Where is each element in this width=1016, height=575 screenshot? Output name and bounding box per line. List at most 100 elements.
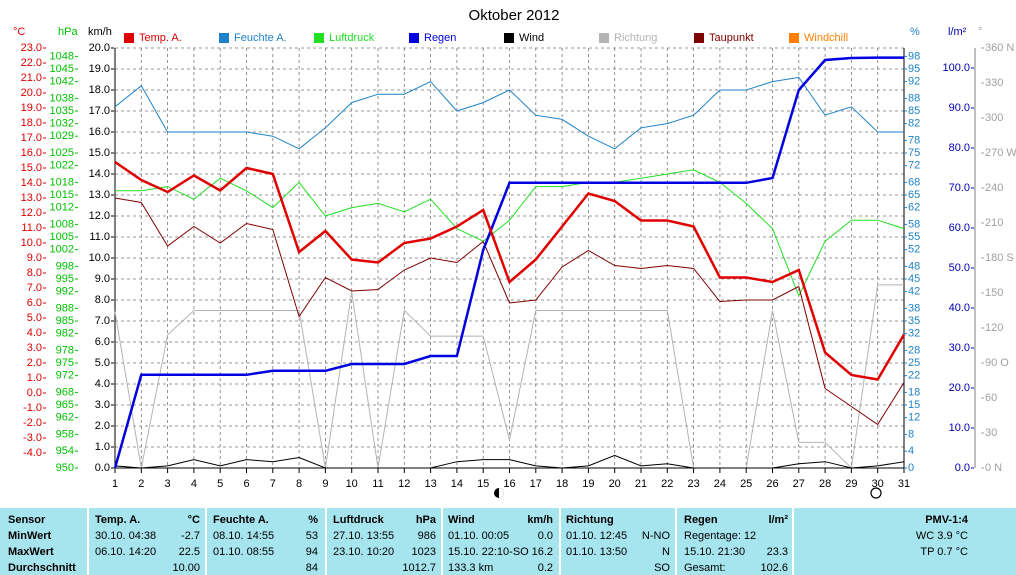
x-tick-label: 13 bbox=[424, 478, 436, 490]
cell: 10.00 bbox=[172, 562, 200, 574]
y-tick-label: 0.0 bbox=[95, 462, 110, 474]
y-tick-label: 968 bbox=[56, 386, 74, 398]
x-tick-label: 30 bbox=[872, 478, 884, 490]
x-tick-label: 29 bbox=[845, 478, 857, 490]
cell: 01.10. 13:50 bbox=[566, 546, 627, 558]
x-tick-label: 24 bbox=[714, 478, 726, 490]
y-tick-label: 3.0 bbox=[27, 342, 42, 354]
y-tick-label: 962 bbox=[56, 412, 74, 424]
y-tick-label: 954 bbox=[56, 445, 74, 457]
y-tick-label: 92 bbox=[908, 76, 920, 88]
y-tick-label: 982 bbox=[56, 328, 74, 340]
y-tick-label: 48 bbox=[908, 260, 920, 272]
y-tick-label: -3.0 bbox=[23, 432, 42, 444]
axis-unit: °C bbox=[13, 26, 25, 38]
cell: 15.10. 21:30 bbox=[684, 546, 745, 558]
x-tick-label: 17 bbox=[530, 478, 542, 490]
x-tick-label: 5 bbox=[217, 478, 223, 490]
y-tick-label: -1.0 bbox=[23, 402, 42, 414]
y-tick-label: 1045 bbox=[50, 63, 74, 75]
x-tick-label: 11 bbox=[372, 478, 383, 490]
y-tick-label: 270 W bbox=[985, 147, 1016, 159]
column-unit: °C bbox=[188, 514, 200, 526]
y-tick-label: 28 bbox=[908, 344, 920, 356]
y-tick-label: 2.0 bbox=[95, 420, 110, 432]
y-tick-label: 1022 bbox=[50, 160, 74, 172]
row-label: Durchschnitt bbox=[8, 562, 76, 574]
chart-title: Oktober 2012 bbox=[469, 7, 560, 24]
y-tick-label: 12.0 bbox=[21, 207, 42, 219]
column-header: Richtung bbox=[566, 514, 614, 526]
axis-unit: % bbox=[910, 26, 920, 38]
x-tick-label: 4 bbox=[191, 478, 197, 490]
x-tick-label: 25 bbox=[740, 478, 752, 490]
y-tick-label: 4.0 bbox=[27, 327, 42, 339]
cell: Gesamt: bbox=[684, 562, 726, 574]
y-tick-label: 988 bbox=[56, 302, 74, 314]
y-tick-label: 72 bbox=[908, 160, 920, 172]
x-tick-label: 12 bbox=[398, 478, 410, 490]
x-tick-label: 23 bbox=[687, 478, 699, 490]
y-tick-label: 985 bbox=[56, 315, 74, 327]
y-tick-label: 1025 bbox=[50, 147, 74, 159]
y-tick-label: -2.0 bbox=[23, 417, 42, 429]
y-tick-label: 19.0 bbox=[89, 63, 110, 75]
column-unit: % bbox=[308, 514, 318, 526]
x-tick-label: 10 bbox=[346, 478, 358, 490]
y-tick-label: 14.0 bbox=[21, 177, 42, 189]
x-tick-label: 18 bbox=[556, 478, 568, 490]
y-tick-label: 19.0 bbox=[21, 102, 42, 114]
y-tick-label: 18.0 bbox=[21, 117, 42, 129]
x-tick-label: 6 bbox=[243, 478, 249, 490]
row-label: MinWert bbox=[8, 530, 52, 542]
y-tick-label: 1018 bbox=[50, 176, 74, 188]
y-tick-label: 10.0 bbox=[89, 252, 110, 264]
y-tick-label: 50.0 bbox=[949, 262, 970, 274]
axis-unit: ° bbox=[978, 26, 982, 38]
y-tick-label: 17.0 bbox=[21, 132, 42, 144]
x-tick-label: 14 bbox=[451, 478, 463, 490]
column-header: Luftdruck bbox=[333, 514, 385, 526]
cell: 84 bbox=[306, 562, 318, 574]
legend-label: Regen bbox=[424, 32, 456, 44]
y-tick-label: 995 bbox=[56, 273, 74, 285]
y-tick-label: 240 bbox=[985, 182, 1003, 194]
y-tick-label: 150 bbox=[985, 287, 1003, 299]
y-tick-label: 8 bbox=[908, 428, 914, 440]
y-tick-label: 1002 bbox=[50, 244, 74, 256]
y-tick-label: 85 bbox=[908, 105, 920, 117]
y-tick-label: 6.0 bbox=[95, 336, 110, 348]
y-tick-label: 12 bbox=[908, 412, 920, 424]
y-tick-label: 45 bbox=[908, 273, 920, 285]
x-tick-label: 27 bbox=[793, 478, 805, 490]
y-tick-label: 7.0 bbox=[95, 315, 110, 327]
y-tick-label: 100.0 bbox=[942, 62, 970, 74]
y-tick-label: 11.0 bbox=[89, 231, 110, 243]
y-tick-label: 52 bbox=[908, 244, 920, 256]
series-line bbox=[113, 56, 904, 469]
y-tick-label: 978 bbox=[56, 344, 74, 356]
y-tick-label: 55 bbox=[908, 231, 920, 243]
legend-swatch bbox=[694, 33, 704, 43]
y-tick-label: 62 bbox=[908, 202, 920, 214]
y-tick-label: 22 bbox=[908, 370, 920, 382]
y-tick-label: 4 bbox=[908, 445, 914, 457]
y-tick-label: 23.0 bbox=[21, 42, 42, 54]
legend-swatch bbox=[789, 33, 799, 43]
y-tick-label: 38 bbox=[908, 302, 920, 314]
y-tick-label: 1029 bbox=[50, 130, 74, 142]
y-tick-label: 9.0 bbox=[27, 252, 42, 264]
axis-unit: l/m² bbox=[948, 26, 967, 38]
y-tick-label: 17.0 bbox=[89, 105, 110, 117]
cell: Regentage: 12 bbox=[684, 530, 756, 542]
cell: 01.10. 12:45 bbox=[566, 530, 627, 542]
series-line bbox=[114, 284, 904, 470]
y-tick-label: 992 bbox=[56, 286, 74, 298]
y-tick-label: 90 O bbox=[985, 357, 1009, 369]
y-tick-label: 0 bbox=[908, 462, 914, 474]
y-tick-label: 88 bbox=[908, 92, 920, 104]
cell: SO bbox=[654, 562, 670, 574]
x-tick-label: 31 bbox=[898, 478, 910, 490]
cell: 30.10. 04:38 bbox=[95, 530, 156, 542]
